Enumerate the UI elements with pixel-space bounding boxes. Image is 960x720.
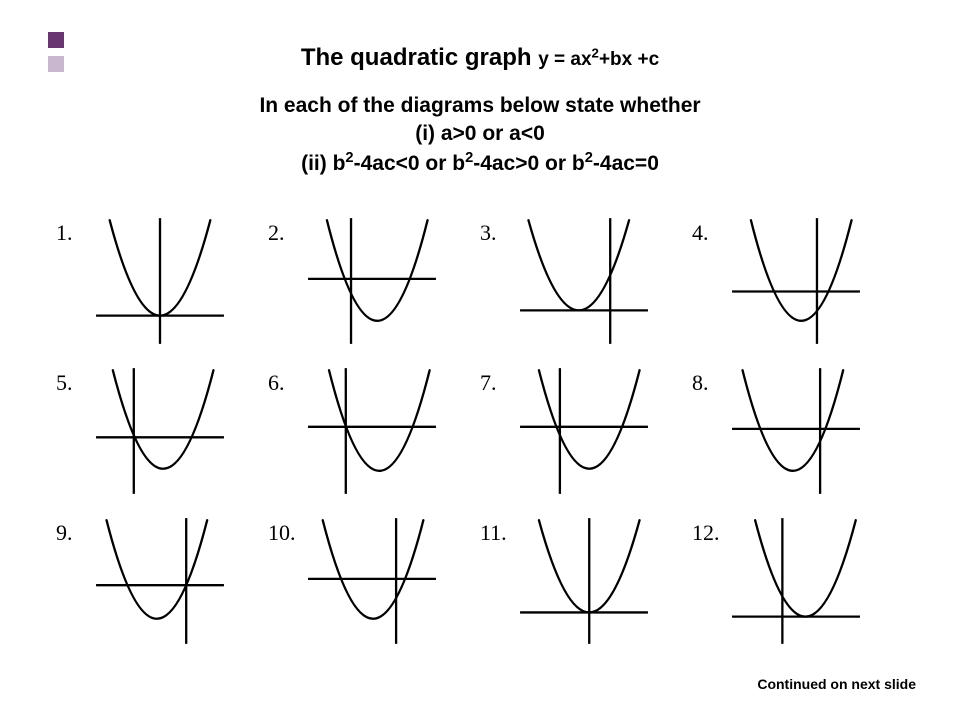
diagram-item: 4. <box>692 216 904 362</box>
parabola-icon <box>302 366 442 496</box>
footer-note: Continued on next slide <box>757 676 916 692</box>
subtitle-line3: (ii) b2-4ac<0 or b2-4ac>0 or b2-4ac=0 <box>0 149 960 178</box>
diagram-number: 4. <box>692 216 726 246</box>
parabola-icon <box>514 366 654 496</box>
formula-prefix: y = ax <box>538 49 591 70</box>
diagram-number: 5. <box>56 366 90 396</box>
subtitle-line2: (i) a>0 or a<0 <box>0 120 960 148</box>
subtitle-line1: In each of the diagrams below state whet… <box>0 92 960 120</box>
parabola-icon <box>302 516 442 646</box>
sub3sup3: 2 <box>585 150 593 166</box>
diagram-number: 10. <box>268 516 302 546</box>
parabola-icon <box>302 216 442 346</box>
diagram-item: 8. <box>692 366 904 512</box>
formula-suffix: +bx +c <box>599 49 659 70</box>
diagram-item: 3. <box>480 216 692 362</box>
slide-subtitle: In each of the diagrams below state whet… <box>0 92 960 178</box>
diagram-number: 9. <box>56 516 90 546</box>
parabola-icon <box>726 516 866 646</box>
diagram-grid: 1. 2. 3. 4. 5. 6. 7. 8. 9. 10. 11. 12. <box>56 216 904 662</box>
sub3sup1: 2 <box>345 150 353 166</box>
diagram-number: 1. <box>56 216 90 246</box>
diagram-item: 2. <box>268 216 480 362</box>
title-formula: y = ax2+bx +c <box>538 49 659 70</box>
diagram-number: 6. <box>268 366 302 396</box>
sub3a: (ii) b <box>301 152 345 175</box>
sub3c: -4ac>0 or b <box>473 152 584 175</box>
diagram-item: 11. <box>480 516 692 662</box>
diagram-number: 11. <box>480 516 514 546</box>
diagram-item: 6. <box>268 366 480 512</box>
title-main: The quadratic graph <box>301 44 538 71</box>
slide: The quadratic graph y = ax2+bx +c In eac… <box>0 0 960 720</box>
parabola-icon <box>90 516 230 646</box>
diagram-number: 3. <box>480 216 514 246</box>
sub3d: -4ac=0 <box>593 152 659 175</box>
diagram-number: 2. <box>268 216 302 246</box>
diagram-number: 8. <box>692 366 726 396</box>
diagram-number: 12. <box>692 516 726 546</box>
diagram-item: 1. <box>56 216 268 362</box>
slide-title: The quadratic graph y = ax2+bx +c <box>0 44 960 72</box>
sub3b: -4ac<0 or b <box>354 152 465 175</box>
parabola-icon <box>514 216 654 346</box>
diagram-number: 7. <box>480 366 514 396</box>
formula-sup: 2 <box>592 46 599 61</box>
diagram-item: 7. <box>480 366 692 512</box>
diagram-item: 10. <box>268 516 480 662</box>
parabola-icon <box>514 516 654 646</box>
diagram-item: 5. <box>56 366 268 512</box>
parabola-icon <box>90 216 230 346</box>
parabola-icon <box>90 366 230 496</box>
parabola-icon <box>726 366 866 496</box>
diagram-item: 12. <box>692 516 904 662</box>
parabola-icon <box>726 216 866 346</box>
diagram-item: 9. <box>56 516 268 662</box>
